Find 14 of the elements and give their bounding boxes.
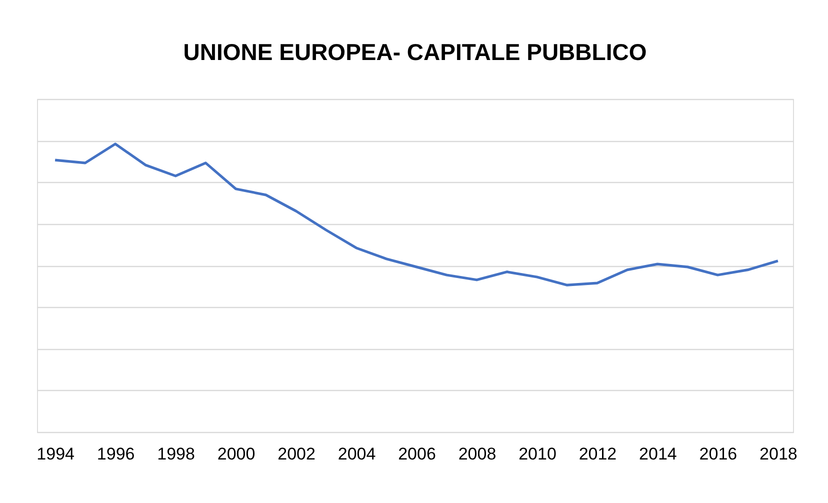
x-tick-label: 1996 — [96, 444, 135, 464]
x-tick-label: 2014 — [639, 444, 677, 464]
x-tick-label: 2006 — [398, 444, 436, 464]
x-tick-label: 2016 — [699, 444, 738, 464]
x-tick-label: 2002 — [278, 444, 316, 464]
x-tick-label: 2004 — [338, 444, 376, 464]
x-tick-label: 2012 — [578, 444, 617, 464]
x-tick-label: 2010 — [518, 444, 556, 464]
x-tick-label: 1998 — [157, 444, 195, 464]
chart-title: UNIONE EUROPEA- CAPITALE PUBBLICO — [183, 39, 647, 65]
x-tick-label: 2018 — [760, 444, 798, 464]
x-tick-label: 1994 — [36, 444, 74, 464]
x-tick-label: 2008 — [458, 444, 496, 464]
x-tick-label: 2000 — [217, 444, 256, 464]
